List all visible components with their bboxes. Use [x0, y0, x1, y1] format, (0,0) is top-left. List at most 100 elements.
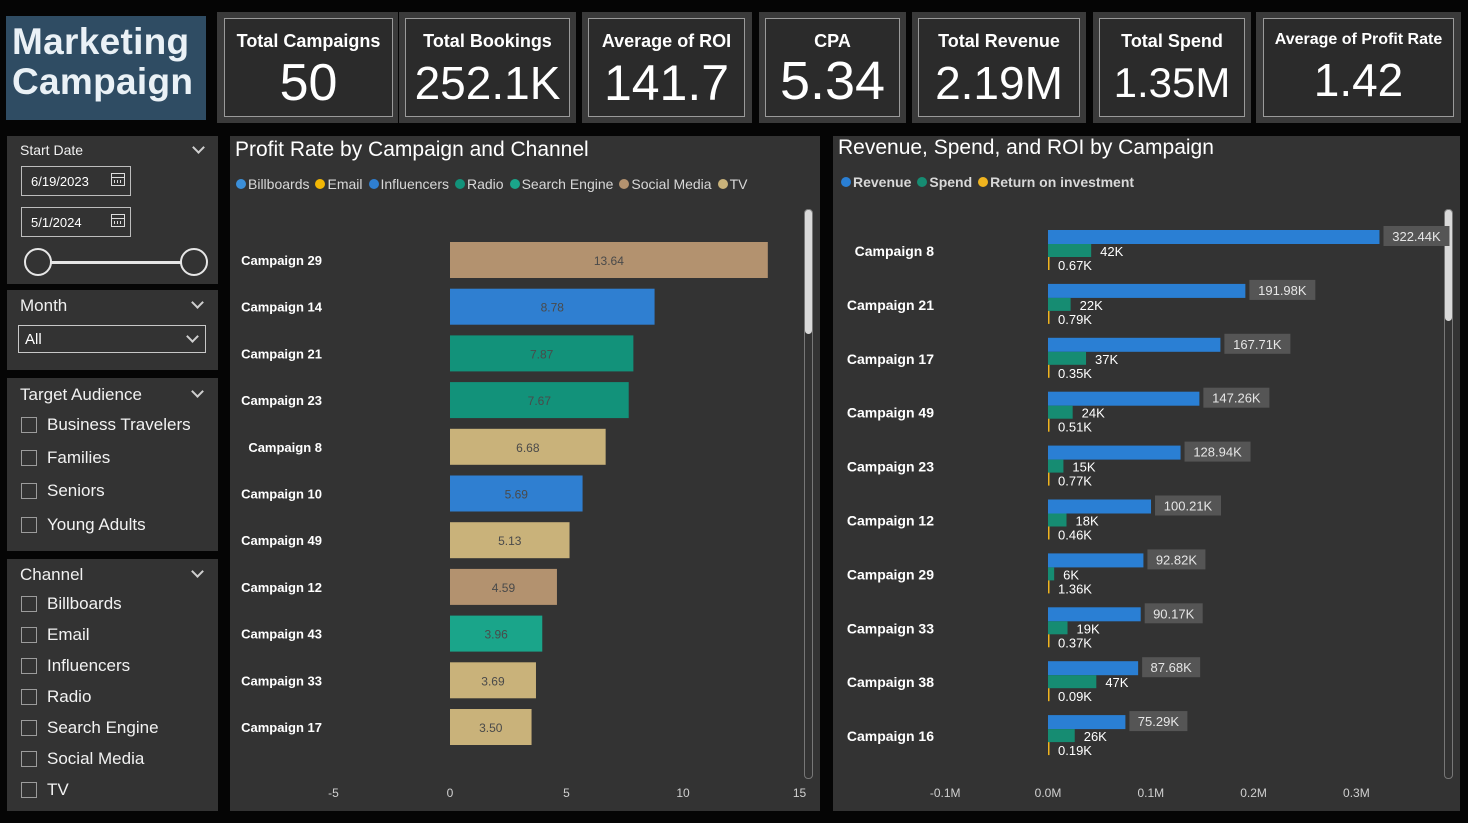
spend-bar — [1048, 675, 1097, 689]
kpi-label: Total Campaigns — [236, 31, 381, 51]
roi-data-label: 0.35K — [1058, 366, 1092, 381]
data-label: 3.69 — [481, 674, 505, 688]
channel-option[interactable]: Search Engine — [21, 718, 159, 738]
channel-option[interactable]: TV — [21, 780, 69, 800]
legend-item[interactable]: Radio — [454, 176, 504, 192]
channel-option[interactable]: Billboards — [21, 594, 122, 614]
channel-option[interactable]: Radio — [21, 687, 91, 707]
roi-bar — [1048, 257, 1050, 270]
legend-dot-icon — [619, 179, 630, 189]
scrollbar-thumb[interactable] — [1445, 209, 1452, 321]
checkbox[interactable] — [21, 450, 37, 466]
chevron-down-icon[interactable] — [191, 296, 204, 309]
revenue-data-label: 191.98K — [1258, 283, 1307, 298]
slider-handle-start[interactable] — [24, 248, 52, 276]
legend-item[interactable]: Social Media — [619, 176, 712, 192]
kpi-value: 50 — [279, 54, 338, 112]
checkbox[interactable] — [21, 517, 37, 533]
scrollbar-thumb[interactable] — [805, 209, 812, 334]
kpi-label: CPA — [814, 31, 851, 51]
roi-data-label: 0.46K — [1058, 528, 1092, 543]
bar — [450, 662, 536, 699]
spend-bar — [1048, 351, 1087, 365]
category-label: Campaign 33 — [241, 673, 322, 688]
audience-option[interactable]: Young Adults — [21, 515, 146, 535]
checkbox[interactable] — [21, 658, 37, 674]
category-label: Campaign 12 — [241, 580, 322, 595]
category-label: Campaign 43 — [241, 627, 322, 642]
month-dropdown[interactable]: All — [18, 325, 206, 353]
kpi-card-total-bookings: Total Bookings 252.1K — [405, 18, 570, 117]
report-title-line1: Marketing — [12, 21, 190, 62]
checkbox[interactable] — [21, 627, 37, 643]
kpi-label: Total Revenue — [938, 31, 1060, 51]
audience-option[interactable]: Families — [21, 448, 110, 468]
target-audience-title: Target Audience — [20, 385, 142, 404]
slider-handle-end[interactable] — [180, 248, 208, 276]
start-date-from-input[interactable]: 6/19/2023 — [21, 166, 131, 196]
data-label: 5.69 — [505, 488, 529, 502]
legend-dot-icon — [509, 179, 520, 189]
kpi-value: 1.42 — [1313, 54, 1404, 106]
audience-option[interactable]: Seniors — [21, 481, 105, 501]
checkbox[interactable] — [21, 483, 37, 499]
roi-data-label: 1.36K — [1058, 581, 1092, 596]
revenue-data-label: 322.44K — [1392, 229, 1441, 244]
scrollbar-track[interactable] — [804, 209, 813, 779]
legend-label: Email — [327, 176, 363, 192]
revenue-label-bg — [1147, 549, 1206, 570]
checkbox[interactable] — [21, 720, 37, 736]
chevron-down-icon[interactable] — [186, 330, 199, 343]
spend-bar — [1048, 297, 1071, 311]
legend-label: Spend — [929, 174, 973, 190]
audience-option-label: Families — [47, 448, 111, 467]
bar — [450, 568, 557, 605]
kpi-value: 5.34 — [779, 51, 886, 111]
channel-option-label: Social Media — [47, 749, 145, 768]
legend-item[interactable]: Search Engine — [509, 176, 613, 192]
revenue-bar — [1048, 337, 1221, 352]
checkbox[interactable] — [21, 596, 37, 612]
category-label: Campaign 17 — [241, 720, 322, 735]
roi-bar — [1048, 742, 1050, 756]
revenue-chart-legend: Revenue Spend Return on investment — [841, 174, 1140, 190]
revenue-bar — [1048, 661, 1139, 676]
revenue-bar — [1048, 230, 1380, 244]
legend-label: Billboards — [248, 176, 310, 192]
legend-item[interactable]: Return on investment — [978, 174, 1134, 190]
legend-item[interactable]: Spend — [917, 174, 972, 190]
legend-item[interactable]: Revenue — [841, 174, 911, 190]
audience-option[interactable]: Business Travelers — [21, 415, 191, 435]
legend-item[interactable]: Billboards — [236, 176, 309, 192]
bar — [450, 522, 570, 559]
calendar-icon[interactable] — [111, 214, 125, 227]
month-selected-value: All — [25, 331, 42, 348]
category-label: Campaign 14 — [241, 300, 323, 315]
legend-item[interactable]: Email — [315, 176, 363, 192]
channel-option[interactable]: Social Media — [21, 749, 144, 769]
scrollbar-track[interactable] — [1444, 209, 1453, 779]
channel-option[interactable]: Influencers — [21, 656, 130, 676]
chevron-down-icon[interactable] — [191, 385, 204, 398]
checkbox[interactable] — [21, 782, 37, 798]
legend-item[interactable]: TV — [717, 176, 747, 192]
date-range-slider[interactable] — [37, 261, 197, 264]
audience-option-label: Seniors — [47, 481, 105, 500]
revenue-chart-title: Revenue, Spend, and ROI by Campaign — [838, 136, 1214, 159]
spend-data-label: 47K — [1105, 675, 1128, 690]
channel-option-label: Influencers — [47, 656, 131, 675]
legend-label: Radio — [466, 176, 504, 192]
checkbox[interactable] — [21, 751, 37, 767]
channel-option-label: Email — [47, 625, 90, 644]
legend-item[interactable]: Influencers — [368, 176, 449, 192]
checkbox[interactable] — [21, 417, 37, 433]
revenue-label-bg — [1155, 495, 1222, 516]
category-label: Campaign 49 — [241, 533, 322, 548]
calendar-icon[interactable] — [111, 173, 125, 186]
chevron-down-icon[interactable] — [191, 565, 204, 578]
start-date-to-input[interactable]: 5/1/2024 — [21, 207, 131, 237]
channel-option[interactable]: Email — [21, 625, 90, 645]
revenue-data-label: 128.94K — [1193, 445, 1242, 460]
checkbox[interactable] — [21, 689, 37, 705]
chevron-down-icon[interactable] — [192, 141, 205, 154]
